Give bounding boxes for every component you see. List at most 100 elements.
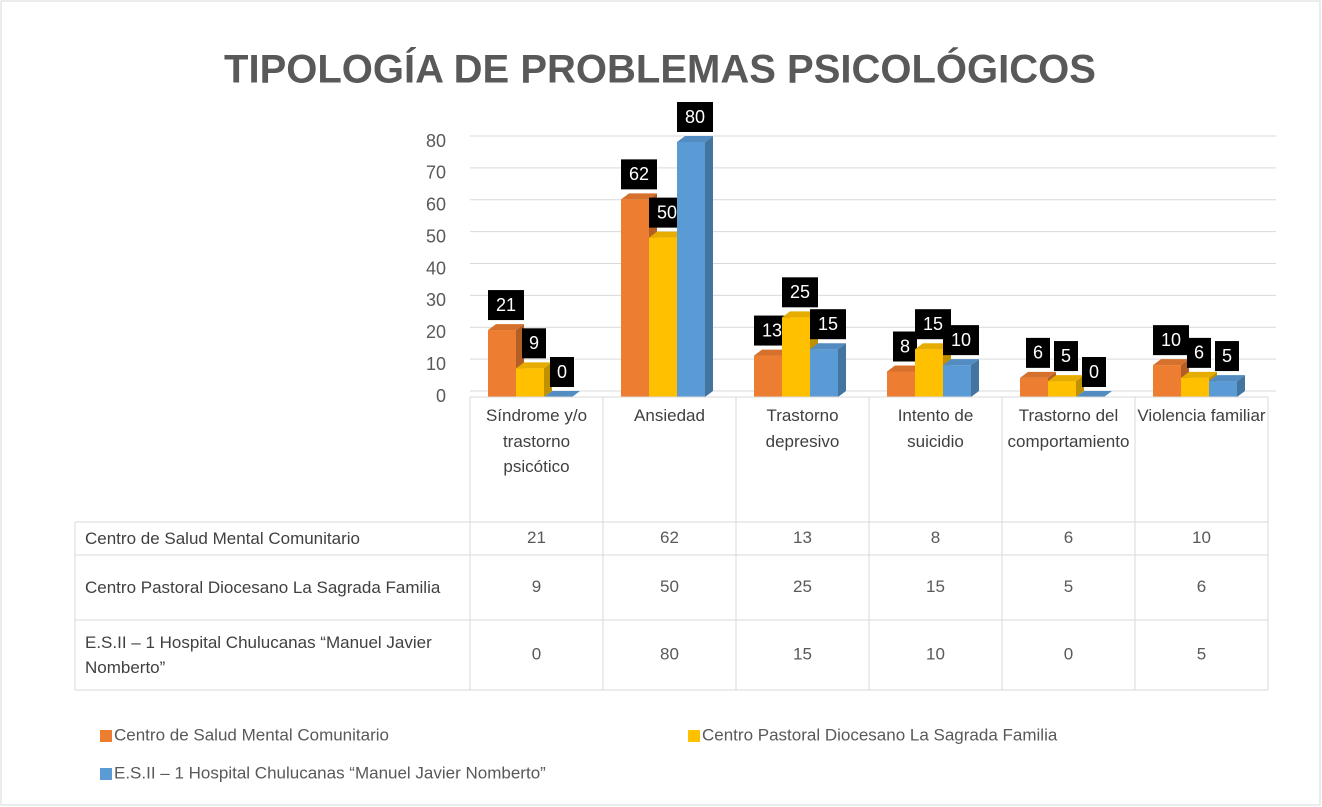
- x-tick-label-box: Síndrome y/o trastorno psicótico: [486, 406, 587, 476]
- table-value: 0: [1064, 644, 1073, 663]
- bar: [677, 136, 713, 397]
- bar-front: [782, 317, 810, 397]
- table-row-label-box: Centro Pastoral Diocesano La Sagrada Fam…: [85, 577, 441, 597]
- bar-front: [943, 365, 971, 397]
- bar-side: [1237, 375, 1245, 397]
- table-row-label-box: Centro de Salud Mental Comunitario: [85, 528, 360, 548]
- data-label-box: [782, 277, 818, 308]
- data-label: 5: [1222, 346, 1232, 366]
- x-tick-label-box: Intento de suicidio: [897, 406, 974, 451]
- bar-front: [649, 237, 677, 397]
- bar-top: [677, 136, 713, 142]
- bar-front: [1020, 377, 1048, 397]
- bar-top: [754, 349, 790, 356]
- x-tick-label: Trastorno depresivo: [765, 406, 840, 451]
- table-value: 13: [793, 528, 812, 547]
- data-label: 8: [900, 336, 910, 356]
- data-label: 5: [1061, 346, 1071, 366]
- table-value: 62: [660, 528, 679, 547]
- data-label: 0: [1089, 362, 1099, 382]
- data-label-box: [1082, 357, 1106, 387]
- data-label-box: [1153, 325, 1189, 356]
- data-label: 10: [951, 330, 971, 350]
- y-tick-label: 50: [426, 226, 446, 246]
- bar-top: [621, 193, 657, 200]
- data-label-box: [893, 331, 917, 362]
- y-tick-label: 0: [436, 386, 446, 406]
- data-label-box: [522, 328, 546, 359]
- bar-top: [544, 391, 580, 397]
- data-label: 10: [1161, 330, 1181, 350]
- bar: [1076, 391, 1112, 397]
- bar-front: [1153, 365, 1181, 397]
- bar-front: [915, 349, 943, 397]
- table-value: 6: [1064, 528, 1073, 547]
- bar-top: [1076, 391, 1112, 397]
- x-tick-label: Intento de suicidio: [897, 406, 974, 451]
- y-tick-label: 30: [426, 290, 446, 310]
- bar: [1048, 375, 1084, 397]
- y-tick-label: 60: [426, 195, 446, 215]
- table-value: 8: [931, 528, 940, 547]
- x-tick-label: Ansiedad: [634, 406, 705, 425]
- table-row-label-box: E.S.II – 1 Hospital Chulucanas “Manuel J…: [85, 632, 432, 678]
- data-label: 6: [1033, 343, 1043, 363]
- data-label: 80: [685, 107, 705, 127]
- data-label-box: [1026, 337, 1050, 368]
- table-value: 0: [532, 644, 541, 663]
- table-row-label: E.S.II – 1 Hospital Chulucanas “Manuel J…: [85, 632, 432, 678]
- bar-top: [1020, 371, 1056, 378]
- x-tick-label-box: Violencia familiar: [1137, 406, 1266, 425]
- data-label-box: [1187, 337, 1211, 368]
- bar: [544, 391, 580, 397]
- bar-front: [887, 371, 915, 397]
- chart-title: TIPOLOGÍA DE PROBLEMAS PSICOLÓGICOS: [224, 46, 1096, 92]
- data-label: 15: [923, 314, 943, 334]
- data-label: 0: [557, 362, 567, 382]
- table-row-label: Centro Pastoral Diocesano La Sagrada Fam…: [85, 577, 441, 597]
- data-label-box: [943, 325, 979, 356]
- table-value: 10: [926, 644, 945, 663]
- data-label: 13: [762, 320, 782, 340]
- y-tick-label: 10: [426, 354, 446, 374]
- table-value: 5: [1064, 577, 1073, 596]
- bar-front: [621, 199, 649, 397]
- data-label: 25: [790, 282, 810, 302]
- x-tick-label: Violencia familiar: [1137, 406, 1266, 425]
- legend-swatch: [100, 768, 112, 780]
- table-row-label: Centro de Salud Mental Comunitario: [85, 528, 360, 548]
- table-value: 25: [793, 577, 812, 596]
- bar-front: [516, 368, 544, 397]
- data-label: 62: [629, 164, 649, 184]
- bar-top: [943, 359, 979, 366]
- data-label-box: [810, 309, 846, 340]
- y-tick-label: 70: [426, 163, 446, 183]
- bar-top: [488, 324, 524, 331]
- y-tick-label: 80: [426, 131, 446, 151]
- table-value: 10: [1192, 528, 1211, 547]
- bar-front: [1181, 377, 1209, 397]
- bar: [516, 362, 552, 397]
- data-label-box: [1215, 341, 1239, 372]
- bar: [943, 359, 979, 397]
- table-value: 5: [1197, 644, 1206, 663]
- data-label-box: [488, 290, 524, 321]
- legend-label: Centro Pastoral Diocesano La Sagrada Fam…: [702, 725, 1058, 744]
- y-tick-label: 40: [426, 258, 446, 278]
- bar-front: [754, 355, 782, 397]
- data-label-box: [1054, 341, 1078, 372]
- data-label: 15: [818, 314, 838, 334]
- data-label-box: [550, 357, 574, 387]
- table-value: 6: [1197, 577, 1206, 596]
- bar-front: [488, 330, 516, 397]
- bar-side: [838, 343, 846, 397]
- data-label-box: [621, 159, 657, 190]
- bar-top: [782, 311, 818, 318]
- bar-top: [887, 365, 923, 372]
- table-value: 80: [660, 644, 679, 663]
- bar-front: [677, 142, 705, 397]
- legend-swatch: [100, 730, 112, 742]
- data-label: 21: [496, 295, 516, 315]
